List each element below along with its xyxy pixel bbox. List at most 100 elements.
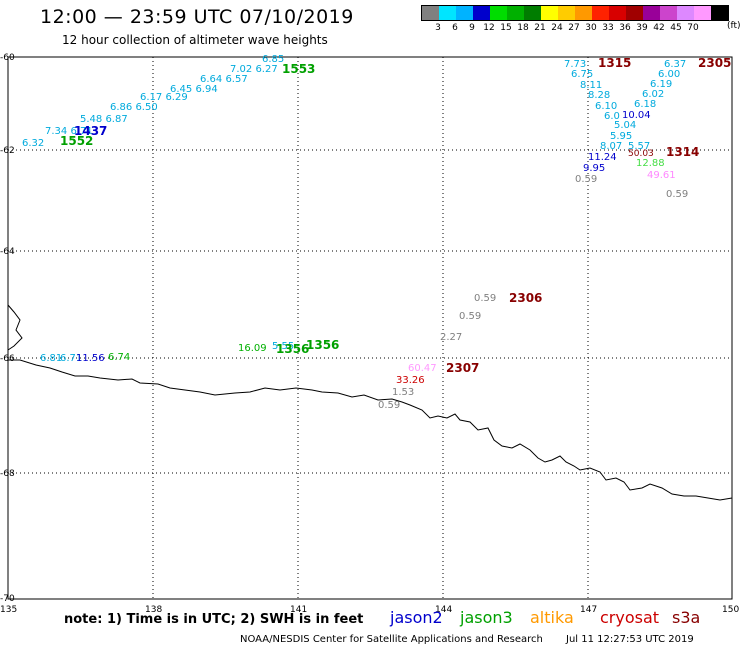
lat-label: -62 (0, 146, 15, 156)
lat-label: -70 (0, 594, 15, 604)
color-scale-cell (507, 6, 524, 20)
swh-label: 6.75 (571, 69, 593, 80)
swh-label: 6.32 (22, 138, 44, 149)
track-time-label: 1314 (666, 145, 699, 159)
swh-label: 8.07 (600, 141, 622, 152)
swh-label: 12.88 (636, 158, 665, 169)
color-scale-cell (626, 6, 643, 20)
swh-label: 5.04 (614, 120, 636, 131)
color-scale-cell (558, 6, 575, 20)
lat-label: -66 (0, 354, 15, 364)
generated-timestamp: Jul 11 12:27:53 UTC 2019 (566, 634, 694, 645)
color-scale-cell (575, 6, 592, 20)
color-scale-tick: 6 (452, 23, 458, 33)
track-dots: 6.17 6.29 (140, 92, 188, 103)
legend-jason3: jason3 (460, 608, 513, 627)
track-dots: 6.86 6.50 (110, 102, 158, 113)
color-scale-cell (711, 6, 728, 20)
swh-label: 6.37 (664, 59, 686, 70)
swh-label: 6.74 (108, 352, 130, 363)
lon-label: 141 (290, 605, 307, 615)
track-dots: 5.48 6.87 (80, 114, 128, 125)
color-scale-tick: 27 (568, 23, 580, 33)
color-scale-tick: 24 (551, 23, 563, 33)
color-scale-cell (524, 6, 541, 20)
color-scale-tick: 70 (687, 23, 699, 33)
color-scale-cell (694, 6, 711, 20)
color-scale-cell (422, 6, 439, 20)
color-scale-tick: 21 (534, 23, 546, 33)
swh-label: 1.53 (392, 387, 414, 398)
swh-label: 6.10 (595, 101, 617, 112)
lon-label: 150 (722, 605, 739, 615)
lon-label: 144 (435, 605, 452, 615)
color-scale-cell (473, 6, 490, 20)
legend-altika: altika (530, 608, 574, 627)
track-dots: 6.45 6.94 (170, 84, 218, 95)
color-scale-tick: 9 (469, 23, 475, 33)
swh-label: 11.24 (588, 152, 617, 163)
color-scale-tick: 30 (585, 23, 597, 33)
track-time-label: 1437 (74, 124, 107, 138)
track-time-label: 2307 (446, 361, 479, 375)
color-scale-tick: 12 (483, 23, 495, 33)
middle-cluster: 0.59 0.59 2.27 60.47 33.26 1.53 0.59 (378, 293, 496, 411)
swh-label: 11.56 (76, 353, 105, 364)
track-time-label: 2306 (509, 291, 542, 305)
swh-label: 9.95 (583, 163, 605, 174)
color-scale-tick: 18 (517, 23, 529, 33)
legend-cryosat: cryosat (600, 608, 660, 627)
track-time-label: 1356 (306, 338, 339, 352)
swh-label: 6.19 (650, 79, 672, 90)
swh-label: 60.47 (408, 363, 437, 374)
color-scale-cell (490, 6, 507, 20)
swh-label: 8.28 (588, 90, 610, 101)
swh-label: 5.55 (272, 341, 294, 352)
color-scale: 3 6 9 12 15 18 21 24 27 30 33 36 39 42 45 70 (421, 5, 729, 35)
track-time-label: 2305 (698, 56, 731, 70)
color-scale-cell (643, 6, 660, 20)
page-title: 12:00 — 23:59 UTC 07/10/2019 (40, 6, 354, 28)
track-time-label: 1552 (60, 134, 93, 148)
swh-label: 7.73 (564, 59, 586, 70)
swh-label: 6.71 (60, 353, 82, 364)
color-scale-cell (541, 6, 558, 20)
color-scale-tick: 33 (602, 23, 614, 33)
lat-lon-grid (7, 56, 733, 600)
swh-label: 5.95 (610, 131, 632, 142)
scale-unit: (ft) (727, 21, 740, 31)
antarctic-coastline (7, 304, 733, 501)
swh-label: 6.81 (40, 353, 62, 364)
swh-label: 0.59 (378, 400, 400, 411)
track-time-label: 1356 (276, 342, 309, 356)
lat-label: -64 (0, 247, 15, 257)
footer-note: note: 1) Time is in UTC; 2) SWH is in fe… (64, 612, 364, 627)
lat-label: -68 (0, 469, 15, 479)
swh-label: 2.27 (440, 332, 462, 343)
swh-label: 6.85 (262, 54, 284, 65)
swh-label: 16.09 (238, 343, 267, 354)
credit-line: NOAA/NESDIS Center for Satellite Applica… (240, 634, 543, 645)
swh-label: 33.26 (396, 375, 425, 386)
swh-label: 50.03 (628, 149, 654, 159)
track-time-label: 1315 (598, 56, 631, 70)
color-scale-tick: 3 (435, 23, 441, 33)
swh-label: 6.18 (634, 99, 656, 110)
swh-label: 0.59 (575, 174, 597, 185)
lon-label: 138 (145, 605, 162, 615)
color-scale-cell (677, 6, 694, 20)
track-dots: 7.34 6.71 (45, 126, 93, 137)
swh-label: 6.0 (604, 111, 620, 122)
track-dots: 6.64 6.57 (200, 74, 248, 85)
swh-label: 0.59 (459, 311, 481, 322)
right-upper-cluster: 7.73 6.75 8.11 8.28 6.10 6.0 5.04 5.95 8… (564, 59, 688, 200)
color-scale-tick: 15 (500, 23, 512, 33)
swh-label: 0.59 (666, 189, 688, 200)
track-time-labels: 1315 2305 1314 1553 1437 1552 2306 2307 … (60, 56, 731, 375)
color-scale-cell (609, 6, 626, 20)
legend-jason2: jason2 (390, 608, 443, 627)
color-scale-tick: 39 (636, 23, 648, 33)
lon-label: 135 (0, 605, 17, 615)
color-scale-tick: 45 (670, 23, 682, 33)
